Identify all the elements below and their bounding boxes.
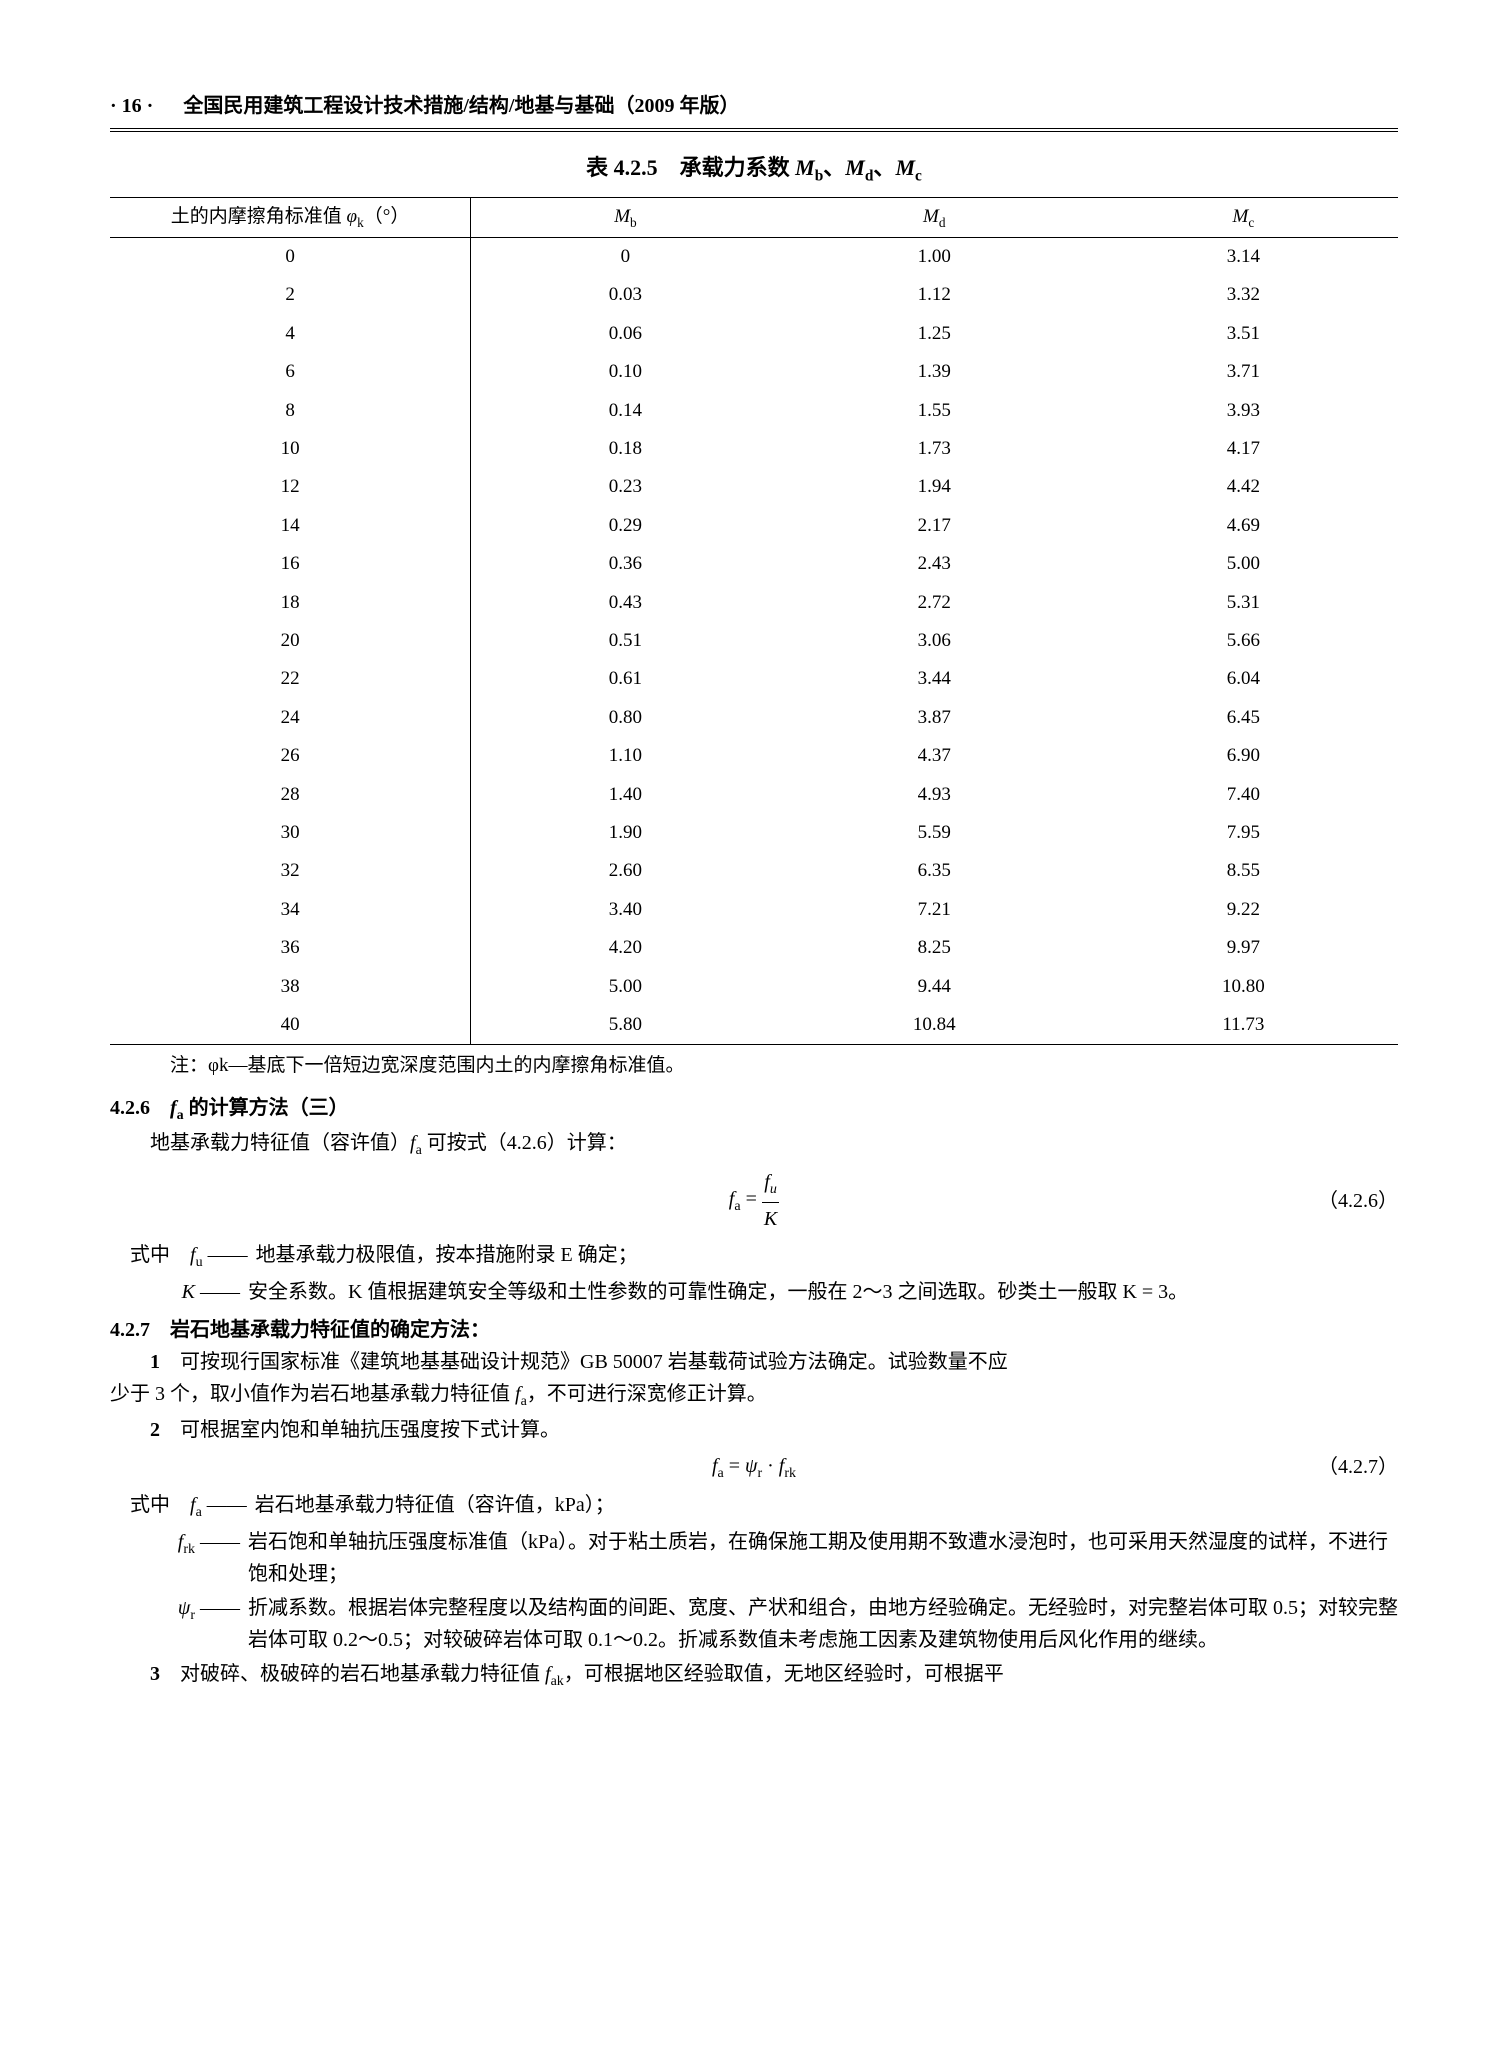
defs-426: 式中 fu —— 地基承载力极限值，按本措施附录 E 确定； K —— 安全系数… <box>110 1239 1398 1308</box>
item-1-cont: 少于 3 个，取小值作为岩石地基承载力特征值 fa，不可进行深宽修正计算。 <box>110 1378 1398 1413</box>
defs-427: 式中 fa —— 岩石地基承载力特征值（容许值，kPa）； frk —— 岩石饱… <box>110 1489 1398 1656</box>
table-header-row: 土的内摩擦角标准值 φk（°） Mb Md Mc <box>110 198 1398 238</box>
page-number: · 16 · <box>110 95 153 117</box>
table-row: 364.208.259.97 <box>110 929 1398 967</box>
page-header: · 16 · 全国民用建筑工程设计技术措施/结构/地基与基础（2009 年版） <box>110 90 1398 132</box>
bearing-capacity-table: 土的内摩擦角标准值 φk（°） Mb Md Mc 001.003.1420.03… <box>110 197 1398 1045</box>
header-text: 全国民用建筑工程设计技术措施/结构/地基与基础（2009 年版） <box>183 95 739 117</box>
table-row: 20.031.123.32 <box>110 276 1398 314</box>
table-row: 261.104.376.90 <box>110 737 1398 775</box>
item-3: 3 对破碎、极破碎的岩石地基承载力特征值 fak，可根据地区经验取值，无地区经验… <box>110 1658 1398 1693</box>
table-row: 220.613.446.04 <box>110 660 1398 698</box>
table-row: 343.407.219.22 <box>110 891 1398 929</box>
item-1: 1 可按现行国家标准《建筑地基基础设计规范》GB 50007 岩基载荷试验方法确… <box>110 1346 1398 1378</box>
table-note: 注：φk—基底下一倍短边宽深度范围内土的内摩擦角标准值。 <box>110 1045 1398 1085</box>
table-row: 180.432.725.31 <box>110 584 1398 622</box>
section-426-head: 4.2.6 fa 的计算方法（三） <box>110 1092 1398 1127</box>
table-title: 表 4.2.5 承载力系数 Mb、Md、Mc <box>110 150 1398 189</box>
section-426-intro: 地基承载力特征值（容许值）fa 可按式（4.2.6）计算： <box>110 1127 1398 1162</box>
table-row: 60.101.393.71 <box>110 353 1398 391</box>
table-row: 001.003.14 <box>110 238 1398 277</box>
item-2: 2 可根据室内饱和单轴抗压强度按下式计算。 <box>110 1414 1398 1446</box>
table-row: 140.292.174.69 <box>110 507 1398 545</box>
table-row: 80.141.553.93 <box>110 392 1398 430</box>
formula-426: fa = fuK （4.2.6） <box>110 1166 1398 1234</box>
table-row: 281.404.937.40 <box>110 776 1398 814</box>
table-row: 40.061.253.51 <box>110 315 1398 353</box>
formula-427: fa = ψr · frk （4.2.7） <box>110 1450 1398 1485</box>
table-row: 385.009.4410.80 <box>110 968 1398 1006</box>
table-row: 120.231.944.42 <box>110 468 1398 506</box>
table-row: 322.606.358.55 <box>110 852 1398 890</box>
section-427-head: 4.2.7 岩石地基承载力特征值的确定方法： <box>110 1314 1398 1346</box>
table-row: 200.513.065.66 <box>110 622 1398 660</box>
table-row: 301.905.597.95 <box>110 814 1398 852</box>
table-row: 405.8010.8411.73 <box>110 1006 1398 1045</box>
table-row: 240.803.876.45 <box>110 699 1398 737</box>
table-row: 100.181.734.17 <box>110 430 1398 468</box>
table-row: 160.362.435.00 <box>110 545 1398 583</box>
